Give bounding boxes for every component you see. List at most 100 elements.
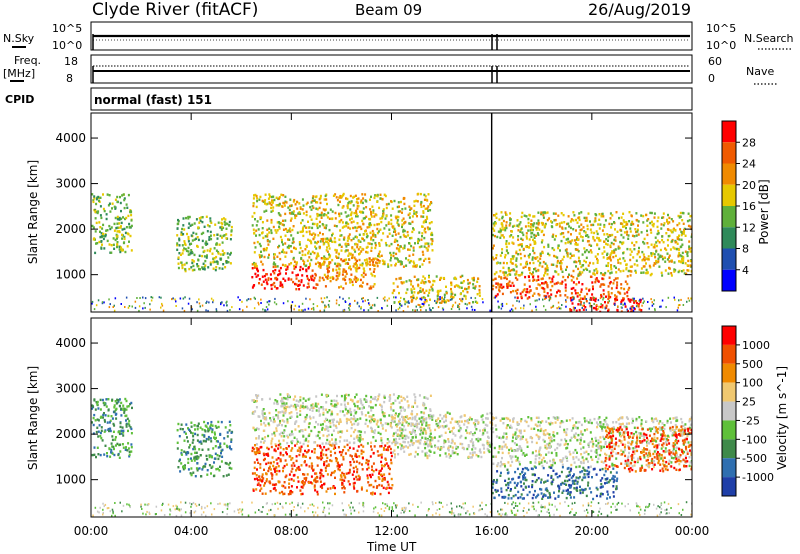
colorbar-tick-label: 20 <box>742 179 756 192</box>
x-tick-label: 12:00 <box>374 524 409 538</box>
colorbar-swatch <box>722 458 736 478</box>
colorbar-swatch <box>722 227 736 249</box>
freq-strip: Freq. [MHz] 18 8 60 0 Nave <box>3 54 778 85</box>
velocity-echo-region <box>491 466 619 501</box>
power-echo-region <box>391 274 481 305</box>
x-tick-label: 00:00 <box>675 524 710 538</box>
velocity-echo-region <box>604 425 692 473</box>
velocity-echo-region <box>251 393 434 446</box>
nsky-tick-bottom: 10^0 <box>52 39 82 52</box>
colorbar-tick-label: 28 <box>742 136 756 149</box>
nsearch-tick-bottom: 10^0 <box>706 39 736 52</box>
velocity-echo-region <box>392 411 494 460</box>
cpid-strip: CPID normal (fast) 151 <box>5 87 693 111</box>
power-ylabel: Slant Range [km] <box>26 160 40 264</box>
power-x-ticks <box>90 113 693 312</box>
colorbar-tick-label: -25 <box>742 414 760 427</box>
x-axis-title: Time UT <box>366 540 417 554</box>
velocity-y-ticks: 1000 2000 3000 4000 <box>55 336 692 487</box>
colorbar-tick-label: 12 <box>742 221 756 234</box>
y-tick-label: 2000 <box>55 222 86 236</box>
power-y-ticks: 1000 2000 3000 4000 <box>55 131 692 282</box>
colorbar-tick-label: 500 <box>742 358 763 371</box>
freq-tick-top: 18 <box>64 55 78 68</box>
power-echo-region <box>91 193 133 255</box>
velocity-echo-region <box>491 416 692 469</box>
y-tick-label: 2000 <box>55 427 86 441</box>
nave-label: Nave <box>746 65 774 78</box>
colorbar-tick-label: 16 <box>742 200 756 213</box>
nave-tick-top: 60 <box>708 55 722 68</box>
station-title: Clyde River (fitACF) <box>92 0 258 20</box>
colorbar-swatch <box>722 344 736 364</box>
nave-tick-bottom: 0 <box>708 72 715 85</box>
colorbar-tick-label: 100 <box>742 377 763 390</box>
velocity-colorbar: 1000 500 100 25 -25 -100 -500 -1000 <box>721 325 774 497</box>
velocity-colorbar-label: Velocity [m s^-1] <box>775 366 789 470</box>
velocity-echo-region <box>91 397 133 459</box>
colorbar-swatch <box>722 163 736 185</box>
power-echo-region <box>251 265 318 291</box>
colorbar-tick-label: -500 <box>742 452 767 465</box>
x-tick-label: 16:00 <box>474 524 509 538</box>
colorbar-tick-label: 4 <box>742 264 749 277</box>
power-ground-scatter <box>91 296 692 312</box>
x-tick-label: 08:00 <box>274 524 309 538</box>
x-tick-label: 20:00 <box>575 524 610 538</box>
freq-tick-bottom: 8 <box>66 72 73 85</box>
power-echo-region <box>491 274 631 300</box>
y-tick-label: 3000 <box>55 177 86 191</box>
colorbar-tick-label: -100 <box>742 433 767 446</box>
colorbar-tick-label: 1000 <box>742 339 770 352</box>
colorbar-swatch <box>722 420 736 440</box>
power-echo-region <box>176 215 233 273</box>
colorbar-tick-label: 25 <box>742 396 756 409</box>
power-colorbar-label: Power [dB] <box>757 179 771 244</box>
cpid-value: normal (fast) 151 <box>94 93 212 107</box>
colorbar-swatch <box>722 382 736 402</box>
x-tick-label: 04:00 <box>174 524 209 538</box>
colorbar-swatch <box>722 248 736 270</box>
velocity-ylabel: Slant Range [km] <box>26 366 40 470</box>
power-echo-region <box>316 256 381 290</box>
velocity-x-ticks: 00:00 04:00 08:00 12:00 16:00 20:00 00:00 <box>74 318 710 538</box>
colorbar-swatch <box>722 401 736 421</box>
y-tick-label: 4000 <box>55 336 86 350</box>
colorbar-tick-label: 24 <box>742 158 756 171</box>
power-colorbar: 4 8 12 16 20 24 28 <box>721 120 756 292</box>
power-echo-region <box>251 192 434 268</box>
colorbar-swatch <box>722 439 736 459</box>
colorbar-tick-label: 8 <box>742 243 749 256</box>
y-tick-label: 1000 <box>55 473 86 487</box>
nsearch-tick-top: 10^5 <box>706 22 736 35</box>
velocity-echo-region <box>176 420 234 478</box>
velocity-echo-region <box>251 443 394 496</box>
colorbar-swatch <box>722 477 736 496</box>
nsky-strip: N.Sky 10^5 10^0 10^5 10^0 N.Search <box>3 21 794 52</box>
colorbar-swatch <box>722 184 736 206</box>
colorbar-swatch <box>722 326 736 345</box>
cpid-label: CPID <box>5 93 34 106</box>
y-tick-label: 1000 <box>55 268 86 282</box>
beam-title: Beam 09 <box>355 1 422 19</box>
freq-unit: [MHz] <box>3 67 35 80</box>
power-echo-region <box>491 211 692 277</box>
y-tick-label: 3000 <box>55 382 86 396</box>
velocity-ground-scatter <box>92 501 692 517</box>
power-echo-layer <box>91 113 692 312</box>
power-panel: Slant Range [km] 1000 2000 3000 4000 4 8 12 16… <box>26 112 771 313</box>
nsearch-label: N.Search <box>744 32 794 45</box>
y-tick-label: 4000 <box>55 131 86 145</box>
velocity-echo-layer <box>91 318 692 517</box>
nsky-tick-top: 10^5 <box>52 22 82 35</box>
date-title: 26/Aug/2019 <box>588 0 691 19</box>
x-tick-label: 00:00 <box>74 524 109 538</box>
colorbar-swatch <box>722 269 736 291</box>
colorbar-swatch <box>722 363 736 383</box>
freq-label: Freq. <box>14 54 41 67</box>
colorbar-tick-label: -1000 <box>742 471 774 484</box>
colorbar-swatch <box>722 121 736 143</box>
colorbar-swatch <box>722 142 736 164</box>
colorbar-swatch <box>722 206 736 228</box>
